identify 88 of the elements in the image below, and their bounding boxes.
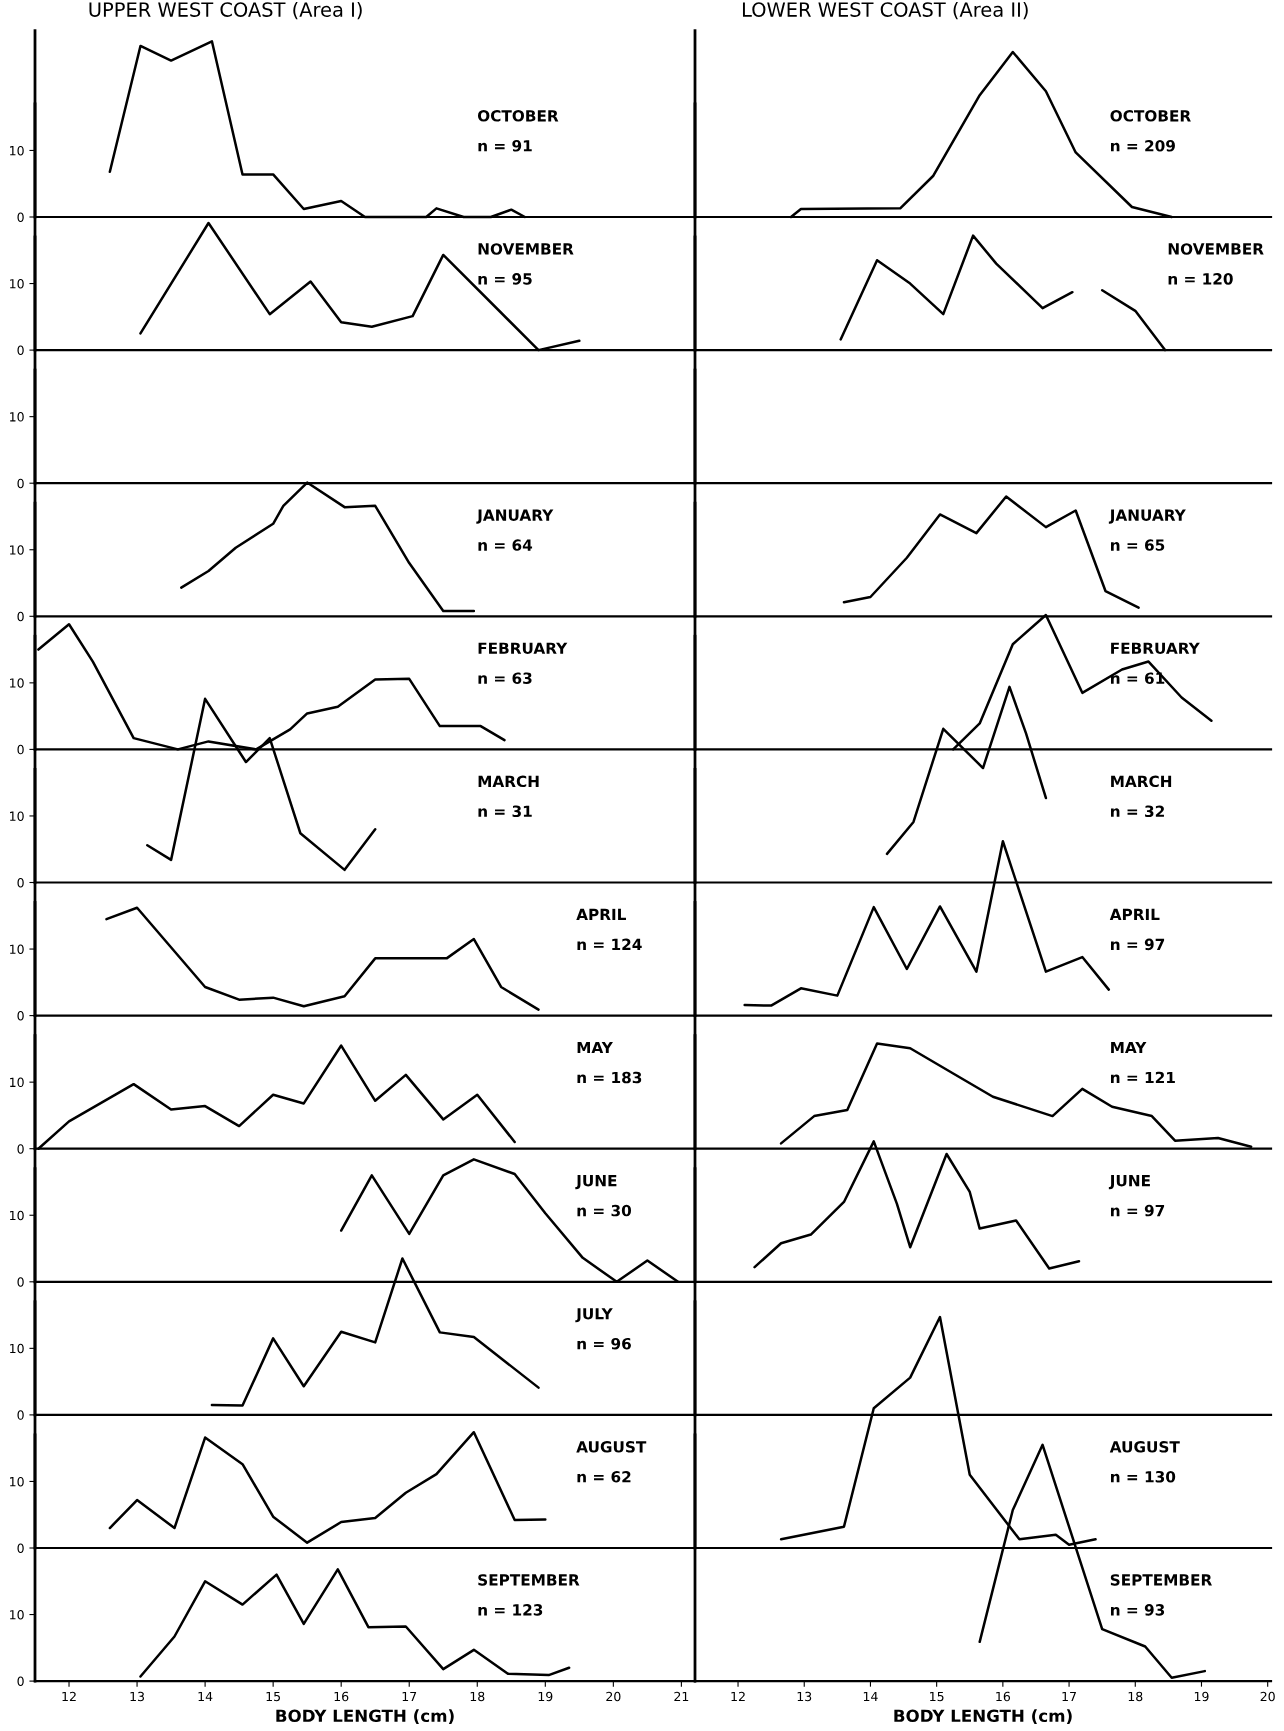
y-tick-label: 0 <box>17 1144 24 1154</box>
y-tick-label: 0 <box>17 1277 24 1287</box>
y-tick-label: 10 <box>10 1210 24 1221</box>
x-tick-label: 17 <box>402 1691 417 1702</box>
x-tick-label: 13 <box>130 1691 145 1702</box>
annotation: NOVEMBER <box>1168 243 1264 255</box>
annotation: n = 121 <box>1111 1071 1175 1084</box>
x-tick-label: 20 <box>606 1691 621 1702</box>
x-tick-label: 15 <box>266 1691 281 1702</box>
x-tick-label: 21 <box>674 1691 689 1702</box>
annotation: MAY <box>1111 1041 1147 1054</box>
y-tick-label: 10 <box>10 1476 24 1487</box>
annotation: JANUARY <box>476 509 554 524</box>
annotation: n = 124 <box>577 938 642 950</box>
x-tick-label: 14 <box>863 1691 878 1702</box>
y-tick-label: 0 <box>17 1410 24 1420</box>
y-tick-label: 10 <box>10 1343 24 1354</box>
annotation: MARCH <box>1111 775 1172 788</box>
annotation: AUGUST <box>576 1441 647 1453</box>
annotation: APRIL <box>1109 908 1160 920</box>
annotation: n = 63 <box>478 672 532 684</box>
annotation: JULY <box>575 1308 613 1323</box>
y-tick-label: 10 <box>10 944 24 954</box>
annotation: n = 130 <box>1111 1471 1176 1483</box>
x-axis-title: BODY LENGTH (cm) <box>894 1709 1072 1725</box>
annotation: n = 97 <box>1111 1204 1165 1217</box>
annotation: n = 93 <box>1111 1604 1165 1616</box>
y-tick-label: 10 <box>10 811 24 821</box>
x-tick-label: 20 <box>1260 1691 1275 1702</box>
chart-title: LOWER WEST COAST (Area II) <box>742 1 1028 20</box>
x-tick-label: 15 <box>930 1691 944 1702</box>
annotation: MAY <box>577 1041 613 1054</box>
y-tick-label: 10 <box>10 1077 24 1088</box>
y-tick-label: 10 <box>10 412 24 422</box>
x-tick-label: 13 <box>797 1691 812 1702</box>
annotation: n = 30 <box>577 1204 632 1217</box>
annotation: APRIL <box>576 908 626 920</box>
x-tick-label: 12 <box>731 1691 745 1702</box>
annotation: JUNE <box>1108 1175 1150 1190</box>
annotation: MARCH <box>478 775 539 788</box>
x-tick-label: 19 <box>538 1691 553 1702</box>
x-tick-label: 16 <box>334 1691 349 1702</box>
y-tick-label: 10 <box>10 545 24 555</box>
y-tick-label: 10 <box>10 145 24 156</box>
y-tick-label: 0 <box>17 877 24 888</box>
annotation: n = 183 <box>577 1071 642 1084</box>
annotation: n = 62 <box>577 1471 631 1483</box>
annotation: n = 32 <box>1111 805 1164 818</box>
x-axis-title: BODY LENGTH (cm) <box>276 1709 454 1725</box>
x-tick-label: 18 <box>1128 1691 1143 1702</box>
annotation: n = 96 <box>577 1337 631 1350</box>
annotation: JANUARY <box>1108 509 1186 524</box>
annotation: OCTOBER <box>477 110 559 122</box>
annotation: AUGUST <box>1109 1441 1180 1453</box>
x-tick-label: 19 <box>1194 1691 1209 1702</box>
x-tick-label: 14 <box>198 1691 213 1702</box>
y-tick-label: 0 <box>17 212 24 222</box>
annotation: n = 95 <box>478 273 532 285</box>
annotation: FEBRUARY <box>478 642 568 655</box>
chart-title: UPPER WEST COAST (Area I) <box>89 1 362 20</box>
annotation: n = 65 <box>1111 539 1165 551</box>
x-tick-label: 12 <box>62 1691 76 1702</box>
y-tick-label: 0 <box>17 1543 24 1553</box>
x-tick-label: 17 <box>1062 1691 1076 1702</box>
y-tick-label: 0 <box>17 1676 24 1687</box>
y-tick-label: 10 <box>10 678 24 688</box>
annotation: n = 64 <box>478 539 533 551</box>
y-tick-label: 0 <box>17 1011 24 1021</box>
y-tick-label: 10 <box>10 279 24 289</box>
x-tick-label: 16 <box>996 1691 1011 1702</box>
y-tick-label: 0 <box>17 345 24 356</box>
annotation: n = 97 <box>1111 938 1165 951</box>
y-tick-label: 0 <box>17 478 24 489</box>
x-tick-label: 18 <box>470 1691 485 1702</box>
annotation: n = 123 <box>478 1604 543 1616</box>
y-tick-label: 0 <box>17 611 24 622</box>
annotation: n = 120 <box>1168 273 1233 285</box>
annotation: FEBRUARY <box>1111 642 1200 655</box>
annotation: SEPTEMBER <box>1110 1574 1212 1586</box>
annotation: NOVEMBER <box>478 243 574 255</box>
annotation: JUNE <box>575 1175 617 1190</box>
y-tick-label: 0 <box>17 744 24 755</box>
annotation: OCTOBER <box>1110 110 1191 122</box>
y-tick-label: 10 <box>10 1610 24 1620</box>
annotation: n = 209 <box>1111 140 1175 152</box>
annotation: SEPTEMBER <box>478 1574 580 1586</box>
annotation: n = 91 <box>478 140 532 152</box>
annotation: n = 31 <box>478 805 532 818</box>
